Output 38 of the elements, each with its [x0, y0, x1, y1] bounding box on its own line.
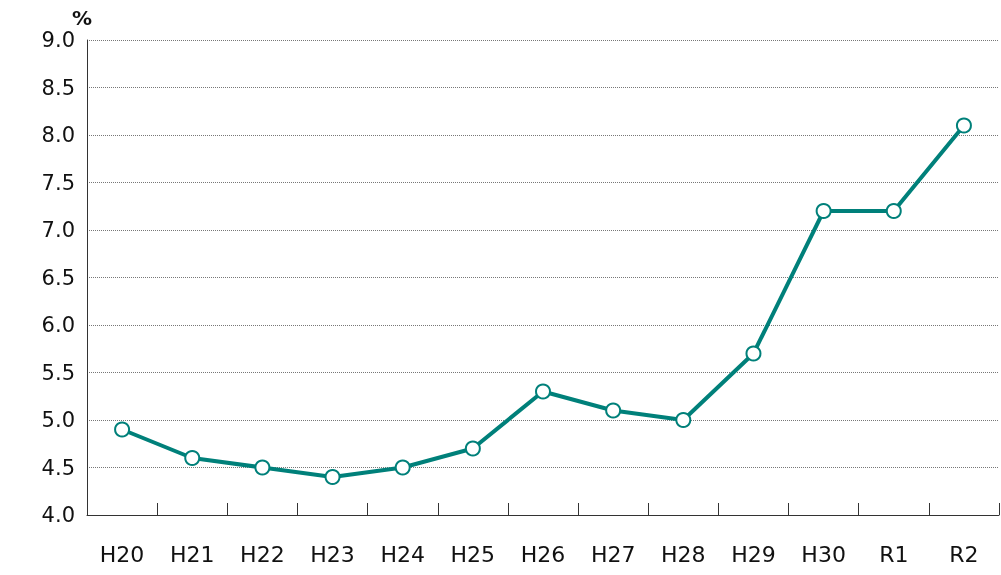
- y-axis-title: %: [72, 6, 93, 30]
- x-tick-label: H25: [450, 541, 496, 567]
- point: [745, 345, 762, 362]
- y-tick-label: 8.0: [41, 123, 75, 147]
- point: [605, 402, 622, 419]
- x-tick-label: H28: [661, 541, 706, 567]
- x-tick-label: H24: [380, 541, 425, 567]
- point: [464, 440, 481, 457]
- x-tick-label: R2: [949, 541, 979, 567]
- x-tick-label: H29: [731, 541, 776, 567]
- y-tick-label: 6.0: [41, 313, 75, 337]
- x-tick-label: H20: [99, 541, 145, 567]
- y-tick-label: 7.5: [41, 170, 75, 195]
- point: [535, 383, 551, 400]
- x-tick-label: H27: [590, 541, 636, 567]
- point: [675, 412, 692, 428]
- y-tick-label: 4.5: [41, 455, 75, 480]
- point: [184, 450, 201, 466]
- point: [885, 203, 902, 219]
- point: [815, 203, 832, 219]
- point: [254, 459, 271, 476]
- y-tick-label: 9.0: [41, 28, 75, 52]
- y-tick-label: 5.5: [41, 360, 75, 385]
- y-tick-label: 7.0: [41, 218, 75, 242]
- point: [955, 117, 972, 134]
- point: [394, 459, 411, 476]
- y-tick-label: 4.0: [41, 503, 75, 527]
- y-tick-label: 5.0: [41, 408, 75, 432]
- x-tick-label: R1: [879, 541, 909, 567]
- y-tick-label: 8.5: [41, 75, 75, 100]
- y-tick-label: 6.5: [41, 265, 75, 290]
- x-tick-label: H23: [310, 541, 355, 567]
- x-tick-label: H21: [169, 541, 215, 567]
- point: [114, 421, 131, 438]
- point: [324, 469, 341, 485]
- x-tick-label: H26: [520, 541, 566, 567]
- x-tick-label: H22: [240, 541, 285, 567]
- x-tick-label: H30: [801, 541, 846, 567]
